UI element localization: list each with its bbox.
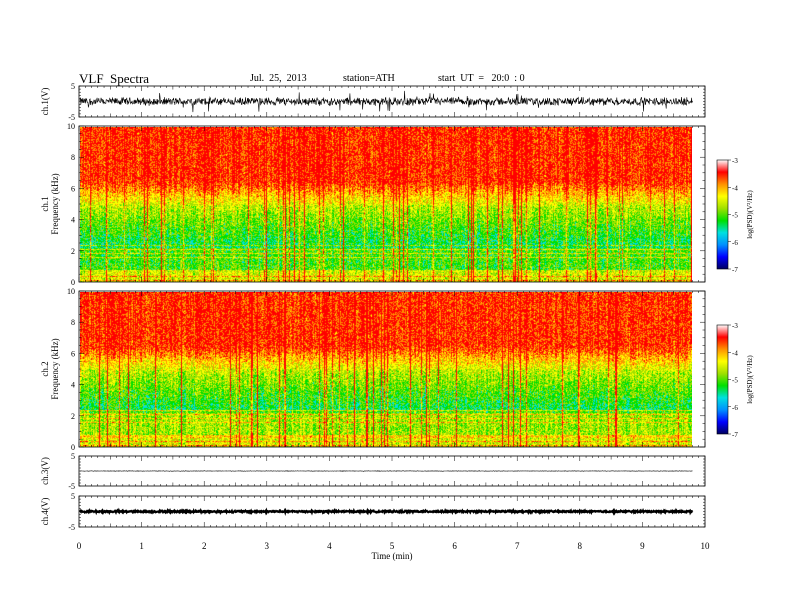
y-tick-label: 5 [71,82,75,91]
colorbar-tick-label: -7 [732,266,738,274]
colorbar-tick-label: -5 [732,212,738,220]
y-tick-label: 6 [71,349,75,358]
time-axis: 0 1 2 3 4 5 6 7 8 9 10 Time (min) [77,541,710,561]
station-label: station=ATH [343,73,395,84]
y-tick-label: 6 [71,184,75,193]
x-tick-label: 3 [265,541,270,551]
y-tick-label: 2 [71,247,75,256]
y-axis-label: ch.3(V) [40,457,50,485]
colorbar-tick-label: -4 [732,184,738,192]
y-tick-label: 10 [67,287,75,296]
y-tick-label: 8 [71,318,75,327]
y-tick-label: 2 [71,412,75,421]
y-tick-label: 10 [67,122,75,131]
waveform-trace [79,470,693,472]
x-tick-label: 7 [515,541,520,551]
start-time-label: start UT = 20:0 : 0 [438,73,525,84]
colorbar-tick-label: -3 [732,322,738,330]
y-tick-label: 4 [71,216,75,225]
colorbar [716,159,729,270]
colorbar-tick-label: -5 [732,377,738,385]
figure-title: VLF Spectra [79,71,150,86]
colorbar-tick-label: -6 [732,404,738,412]
spectrogram-image [80,127,692,282]
x-tick-label: 10 [701,541,711,551]
x-tick-label: 1 [139,541,144,551]
channel-label: ch.1 [40,196,50,211]
x-tick-label: 9 [640,541,645,551]
x-tick-label: 0 [77,541,82,551]
y-axis-label: ch.1(V) [40,88,50,116]
spectrogram-image [80,292,692,447]
y-tick-label: 0 [71,443,75,452]
ch3-waveform-panel: 5 -5 ch.3(V) [40,452,706,491]
y-tick-label: 5 [71,452,75,461]
ch1-waveform-panel: 5 -5 ch.1(V) [40,82,706,122]
y-axis-label: Frequency (kHz) [50,173,60,234]
colorbar-tick-label: -3 [732,157,738,165]
ch4-waveform-panel: 5 -5 ch.4(V) [40,492,706,532]
y-tick-label: 4 [71,381,75,390]
y-tick-label: 0 [71,278,75,287]
x-tick-label: 4 [327,541,332,551]
waveform-trace [79,90,693,113]
colorbar [716,324,729,435]
ch1-spectrogram-panel: 0 2 4 6 8 10 ch.1 Frequency (kHz) -3 -4 -5 -6 -7 log(… [40,122,754,287]
channel-label: ch.2 [40,361,50,376]
x-axis-label: Time (min) [372,551,413,561]
date-label: Jul. 25, 2013 [250,73,307,84]
y-tick-label: -5 [68,113,75,122]
colorbar-tick-label: -4 [732,349,738,357]
colorbar-label: log(PSD)(V²/Hz) [746,355,754,404]
x-tick-label: 6 [452,541,457,551]
y-tick-label: -5 [68,523,75,532]
colorbar-tick-label: -7 [732,431,738,439]
y-axis-label: ch.4(V) [40,498,50,526]
y-tick-label: 8 [71,153,75,162]
colorbar-tick-label: -6 [732,239,738,247]
x-tick-label: 8 [578,541,583,551]
colorbar-label: log(PSD)(V²/Hz) [746,190,754,239]
y-axis-label: Frequency (kHz) [50,338,60,399]
waveform-trace [79,507,694,517]
y-tick-label: 5 [71,492,75,501]
x-tick-label: 5 [390,541,395,551]
x-tick-label: 2 [202,541,207,551]
y-tick-label: -5 [68,482,75,491]
ch2-spectrogram-panel: 0 2 4 6 8 10 ch.2 Frequency (kHz) -3 -4 -5 -6 -7 log(… [40,287,754,452]
